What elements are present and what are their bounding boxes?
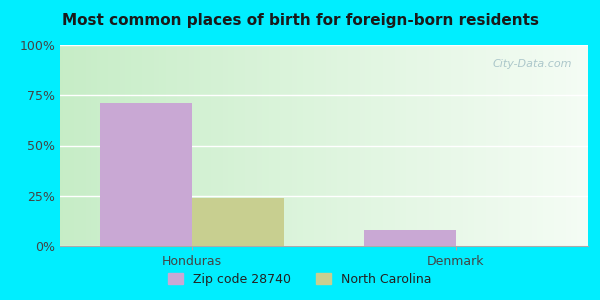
Text: City-Data.com: City-Data.com (493, 59, 572, 69)
Legend: Zip code 28740, North Carolina: Zip code 28740, North Carolina (163, 268, 437, 291)
Bar (100, 103, 192, 246)
Bar (192, 198, 284, 246)
Text: Most common places of birth for foreign-born residents: Most common places of birth for foreign-… (62, 14, 539, 28)
Bar (364, 230, 456, 246)
